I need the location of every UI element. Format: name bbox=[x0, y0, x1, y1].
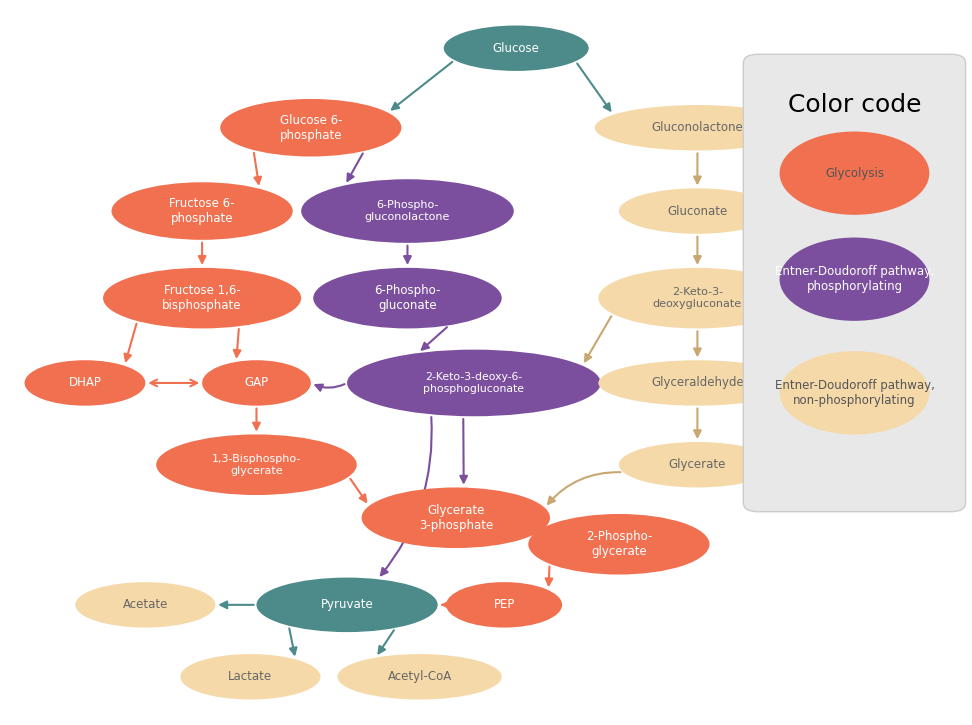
Ellipse shape bbox=[599, 268, 796, 328]
Ellipse shape bbox=[780, 351, 929, 434]
Ellipse shape bbox=[202, 360, 311, 406]
Text: Entner-Doudoroff pathway,
non-phosphorylating: Entner-Doudoroff pathway, non-phosphoryl… bbox=[775, 378, 934, 407]
Text: 6-Phospho-
gluconolactone: 6-Phospho- gluconolactone bbox=[364, 200, 450, 222]
Ellipse shape bbox=[780, 238, 929, 321]
Ellipse shape bbox=[24, 360, 146, 406]
Ellipse shape bbox=[599, 360, 796, 406]
Ellipse shape bbox=[112, 182, 293, 240]
Text: 2-Keto-3-deoxy-6-
phosphogluconate: 2-Keto-3-deoxy-6- phosphogluconate bbox=[424, 372, 525, 394]
Ellipse shape bbox=[595, 105, 800, 151]
Ellipse shape bbox=[257, 578, 437, 632]
Text: Acetate: Acetate bbox=[122, 598, 168, 611]
Text: Fructose 1,6-
bisphosphate: Fructose 1,6- bisphosphate bbox=[162, 284, 242, 312]
Ellipse shape bbox=[221, 99, 401, 157]
Text: Color code: Color code bbox=[787, 93, 921, 117]
Ellipse shape bbox=[181, 654, 321, 700]
Ellipse shape bbox=[446, 582, 562, 628]
Text: Glyceraldehyde: Glyceraldehyde bbox=[651, 376, 744, 389]
Ellipse shape bbox=[444, 25, 589, 71]
Text: Glycerate
3-phosphate: Glycerate 3-phosphate bbox=[419, 504, 493, 531]
Text: PEP: PEP bbox=[494, 598, 515, 611]
Ellipse shape bbox=[528, 514, 710, 574]
Text: Pyruvate: Pyruvate bbox=[321, 598, 373, 611]
Ellipse shape bbox=[103, 268, 301, 328]
Text: Lactate: Lactate bbox=[228, 671, 272, 683]
Text: Gluconolactone: Gluconolactone bbox=[651, 121, 744, 134]
Ellipse shape bbox=[619, 442, 776, 487]
Ellipse shape bbox=[75, 582, 216, 628]
Ellipse shape bbox=[780, 131, 929, 215]
Ellipse shape bbox=[156, 434, 357, 495]
Text: DHAP: DHAP bbox=[68, 376, 101, 389]
Text: Glycolysis: Glycolysis bbox=[825, 167, 884, 180]
Ellipse shape bbox=[337, 654, 502, 700]
Text: Glycerate: Glycerate bbox=[669, 458, 726, 471]
Ellipse shape bbox=[347, 349, 601, 416]
Text: 6-Phospho-
gluconate: 6-Phospho- gluconate bbox=[374, 284, 440, 312]
FancyBboxPatch shape bbox=[744, 54, 965, 512]
Text: 1,3-Bisphospho-
glycerate: 1,3-Bisphospho- glycerate bbox=[212, 454, 301, 476]
Text: Entner-Doudoroff pathway,
phosphorylating: Entner-Doudoroff pathway, phosphorylatin… bbox=[775, 265, 934, 293]
Text: Acetyl-CoA: Acetyl-CoA bbox=[388, 671, 452, 683]
Text: GAP: GAP bbox=[244, 376, 268, 389]
Ellipse shape bbox=[313, 268, 502, 328]
Text: Fructose 6-
phosphate: Fructose 6- phosphate bbox=[169, 197, 235, 225]
Text: Glucose 6-
phosphate: Glucose 6- phosphate bbox=[280, 114, 342, 141]
Text: 2-Phospho-
glycerate: 2-Phospho- glycerate bbox=[586, 530, 652, 558]
Text: Gluconate: Gluconate bbox=[668, 204, 727, 218]
Ellipse shape bbox=[619, 188, 776, 233]
Text: 2-Keto-3-
deoxygluconate: 2-Keto-3- deoxygluconate bbox=[653, 287, 742, 309]
Ellipse shape bbox=[362, 487, 550, 548]
Text: Glucose: Glucose bbox=[493, 42, 539, 54]
Ellipse shape bbox=[301, 179, 514, 243]
